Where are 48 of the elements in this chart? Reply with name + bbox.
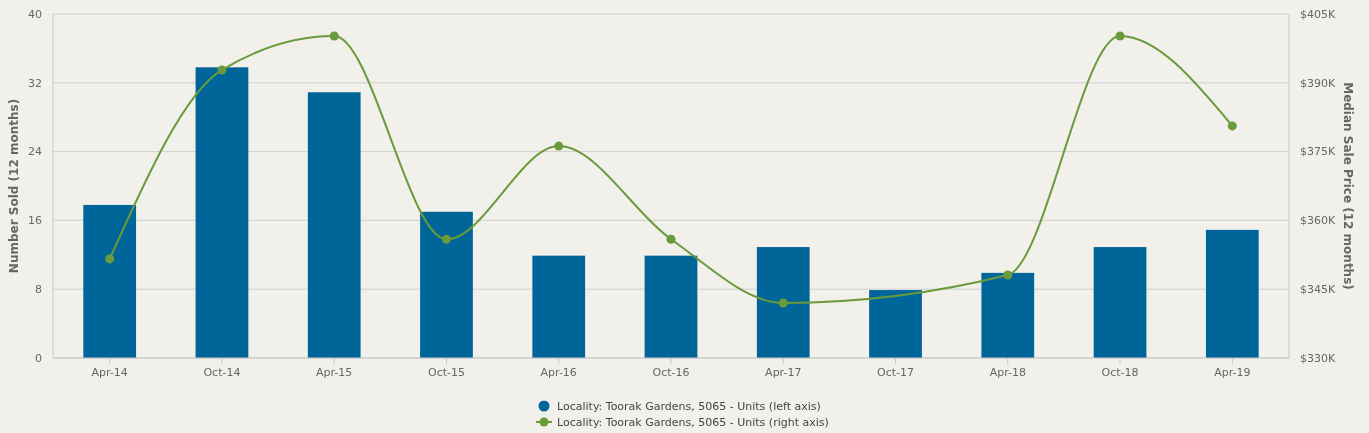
bar [195,67,249,358]
y-tick-label: 40 [28,7,42,21]
y-tick-label: 8 [35,283,42,297]
bar [532,255,586,358]
bar [1093,247,1147,358]
legend-label: Locality: Toorak Gardens, 5065 - Units (left axis) [557,399,821,413]
y-tick-label: 16 [28,214,42,228]
point [441,234,451,244]
x-tick-label: Apr-18 [989,366,1026,379]
y2-tick-label: $375K [1300,145,1336,159]
point [1003,270,1013,280]
bar [1205,229,1259,358]
x-tick-label: Apr-19 [1214,366,1251,379]
x-tick-label: Apr-14 [91,366,128,379]
point [666,234,676,244]
point [105,254,115,264]
y2-tick-label: $345K [1300,283,1336,297]
bar [756,247,810,358]
x-tick-label: Apr-17 [765,366,802,379]
y2-tick-label: $330K [1300,351,1336,365]
bar [307,92,361,358]
x-tick-label: Oct-18 [1101,366,1139,379]
y2-tick-label: $405K [1300,7,1336,21]
y-tick-label: 24 [28,145,42,159]
bar [981,272,1035,358]
x-tick-label: Apr-15 [316,366,353,379]
bar [420,211,473,358]
x-tick-label: Oct-17 [877,366,915,379]
x-tick-label: Oct-16 [652,366,690,379]
point [217,65,227,75]
bar [644,255,698,358]
bar [869,290,922,358]
x-tick-label: Oct-15 [427,366,465,379]
y-tick-label: 32 [28,76,42,90]
y2-axis-title: Median Sale Price (12 months) [1341,82,1355,290]
point [329,31,339,41]
point [1115,31,1125,41]
legend-label: Locality: Toorak Gardens, 5065 - Units (right axis) [557,415,829,429]
x-tick-label: Oct-14 [203,366,241,379]
point [778,298,788,308]
y-tick-label: 0 [35,351,42,365]
point [1227,121,1237,131]
y2-tick-label: $360K [1300,214,1336,228]
y2-tick-label: $390K [1300,76,1336,90]
point [554,141,564,151]
x-tick-label: Apr-16 [540,366,577,379]
bar [83,204,137,358]
y-axis-title: Number Sold (12 months) [7,98,21,274]
